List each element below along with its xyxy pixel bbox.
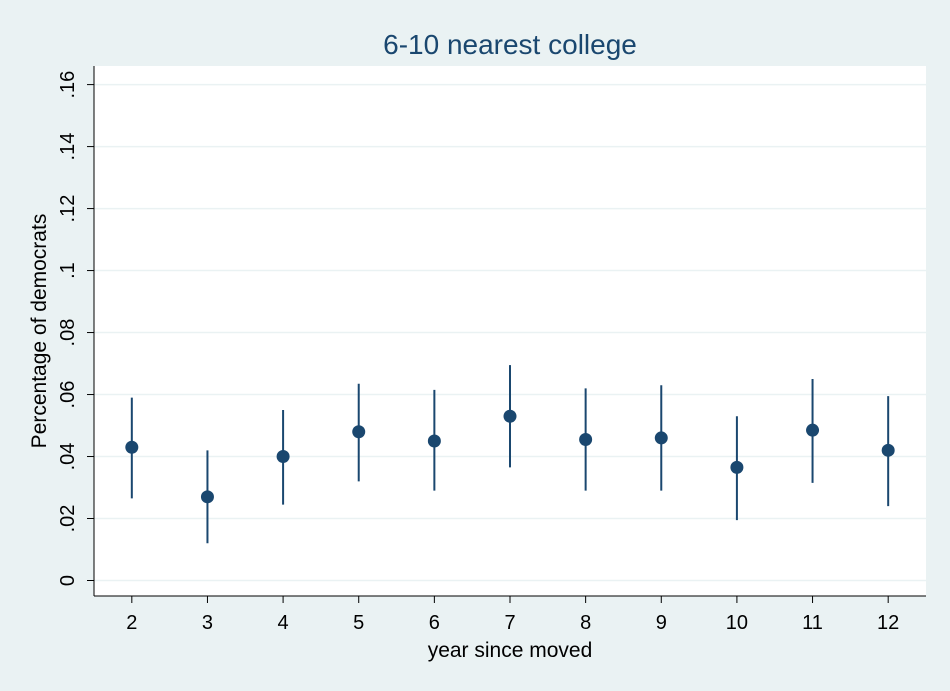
x-tick-label: 4 — [278, 612, 289, 634]
x-tick-label: 5 — [353, 612, 364, 634]
plot-area — [94, 66, 926, 596]
y-ticks: 0 .02 .04 .06 .08 .1 .12 .14 .16 — [57, 71, 94, 586]
data-point — [579, 432, 593, 446]
data-point — [427, 434, 441, 448]
data-point — [352, 425, 366, 439]
data-marks — [125, 365, 895, 544]
x-tick-label: 3 — [202, 612, 213, 634]
x-tick-label: 10 — [726, 612, 748, 634]
x-tick-label: 8 — [580, 612, 591, 634]
x-tick-label: 11 — [802, 612, 823, 634]
x-tick-label: 6 — [429, 612, 440, 634]
data-point — [730, 460, 744, 474]
y-axis-label: Percentage of democrats — [28, 214, 51, 449]
x-tick-label: 2 — [126, 612, 137, 634]
y-tick-label: .12 — [57, 195, 79, 223]
x-tick-label: 12 — [877, 612, 899, 634]
y-tick-label: 0 — [57, 575, 79, 586]
data-point — [125, 440, 139, 454]
x-tick-label: 7 — [504, 612, 515, 634]
gridlines — [94, 83, 926, 582]
x-tick-label: 9 — [656, 612, 667, 634]
y-tick-label: .16 — [57, 71, 79, 99]
x-axis-label: year since moved — [428, 639, 593, 662]
data-point — [503, 409, 517, 423]
y-tick-label: .14 — [57, 133, 79, 161]
y-tick-label: .06 — [57, 381, 79, 409]
y-tick-label: .04 — [57, 443, 79, 471]
x-ticks: 2 3 4 5 6 7 8 9 10 11 12 — [126, 596, 899, 634]
data-point — [806, 423, 820, 437]
data-point — [200, 490, 214, 504]
y-tick-label: .08 — [57, 319, 79, 347]
chart-title: 6-10 nearest college — [383, 29, 637, 60]
y-tick-label: .02 — [57, 505, 79, 533]
data-point — [881, 443, 895, 457]
y-tick-label: .1 — [57, 262, 79, 279]
data-point — [276, 450, 290, 464]
data-point — [654, 431, 668, 445]
